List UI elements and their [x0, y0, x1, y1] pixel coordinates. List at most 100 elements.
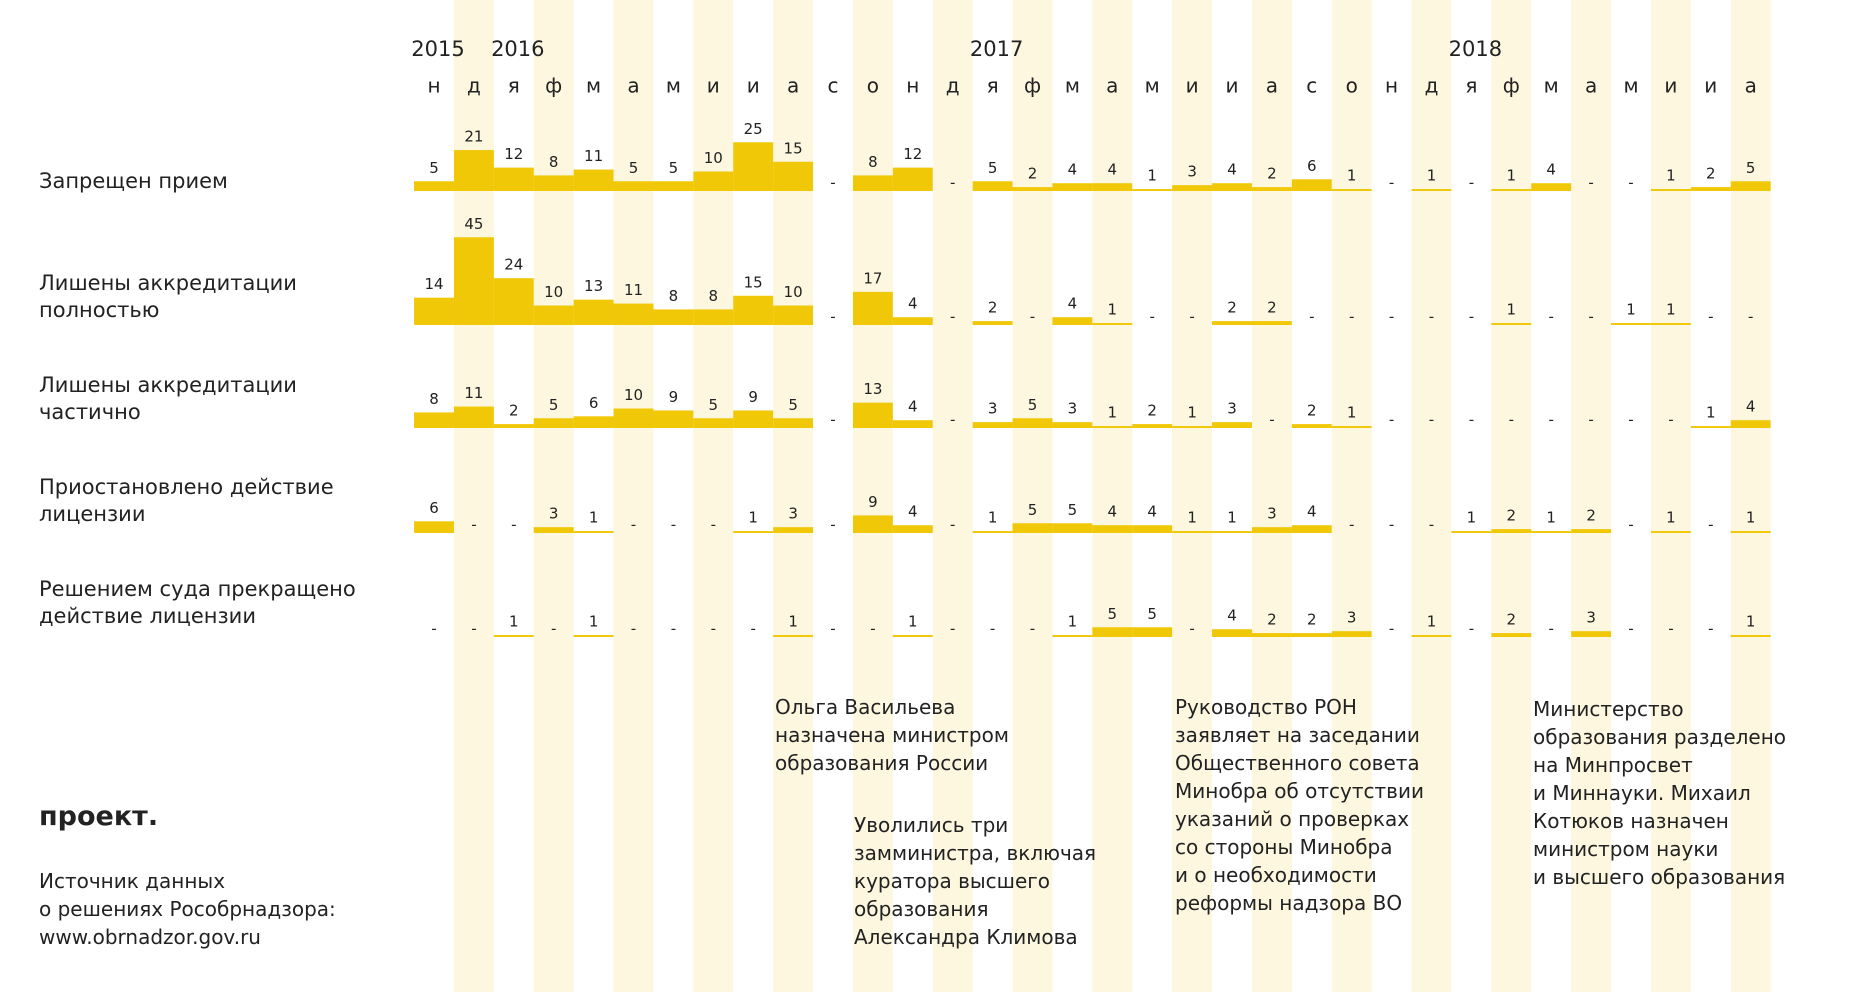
bar	[892, 167, 933, 191]
annotation: Министерство образования разделено на Ми…	[1533, 697, 1787, 889]
value-label: 2	[988, 299, 998, 317]
value-label: 4	[908, 398, 918, 416]
value-label: 5	[629, 159, 639, 177]
bar	[493, 635, 534, 637]
value-label: 2	[1267, 299, 1277, 317]
value-label: 1	[1507, 167, 1517, 185]
value-label: 24	[504, 256, 523, 274]
value-label: -	[1429, 308, 1434, 326]
value-label: -	[471, 516, 476, 534]
bar	[733, 531, 774, 533]
value-label: 12	[903, 145, 922, 163]
value-label: -	[750, 620, 755, 638]
value-label: 6	[1307, 157, 1317, 175]
annotation: Ольга Васильева назначена министром обра…	[775, 695, 1009, 775]
value-label: -	[711, 620, 716, 638]
bar	[493, 424, 534, 428]
bar	[1172, 185, 1213, 191]
month-label: м	[1623, 74, 1638, 98]
value-label: -	[1030, 308, 1035, 326]
value-label: 2	[1507, 507, 1517, 525]
bar	[1132, 424, 1173, 428]
value-label: 5	[669, 159, 679, 177]
value-label: 1	[1746, 613, 1756, 631]
value-label: -	[1748, 308, 1753, 326]
bar	[573, 635, 614, 637]
row-label: Решением суда прекращено действие лиценз…	[39, 577, 356, 628]
value-label: -	[1189, 620, 1194, 638]
month-label: ф	[1503, 74, 1520, 98]
value-label: 1	[1427, 167, 1437, 185]
bar	[1650, 323, 1691, 325]
year-label: 2016	[491, 37, 544, 61]
value-label: 21	[464, 128, 483, 146]
value-label: 1	[1068, 613, 1078, 631]
bar	[613, 181, 654, 191]
value-label: -	[1349, 516, 1354, 534]
value-label: -	[950, 174, 955, 192]
value-label: -	[1588, 174, 1593, 192]
value-label: 4	[908, 503, 918, 521]
value-label: 4	[1546, 161, 1556, 179]
value-label: 4	[1227, 607, 1237, 625]
value-label: 15	[744, 273, 763, 291]
bar	[1331, 426, 1372, 428]
month-label: м	[666, 74, 681, 98]
month-label: д	[946, 74, 960, 98]
month-label: о	[1346, 74, 1358, 98]
value-label: 9	[748, 388, 758, 406]
value-label: 1	[1427, 613, 1437, 631]
bar	[414, 412, 454, 428]
column-stripe	[852, 0, 893, 992]
column-stripe	[1571, 0, 1612, 992]
bar	[453, 150, 494, 191]
value-label: 2	[1147, 402, 1157, 420]
value-label: 2	[1586, 507, 1596, 525]
value-label: 17	[863, 269, 882, 287]
value-label: 14	[424, 275, 443, 293]
value-label: 11	[584, 147, 603, 165]
value-label: -	[1429, 411, 1434, 429]
value-label: -	[1548, 308, 1553, 326]
value-label: 1	[589, 509, 599, 527]
bar	[972, 321, 1013, 325]
value-label: -	[431, 620, 436, 638]
annotation: Руководство РОН заявляет на заседании Об…	[1175, 695, 1424, 915]
value-label: -	[1668, 411, 1673, 429]
bar	[1571, 631, 1612, 637]
bar	[1690, 187, 1731, 191]
bar	[1092, 426, 1133, 428]
value-label: -	[1509, 411, 1514, 429]
value-label: -	[551, 620, 556, 638]
column-stripe	[453, 0, 494, 992]
value-label: 5	[429, 159, 439, 177]
month-label: м	[1544, 74, 1559, 98]
value-label: 2	[1267, 611, 1277, 629]
bar	[653, 410, 694, 428]
value-label: 4	[1147, 503, 1157, 521]
month-label: и	[1704, 74, 1717, 98]
bar	[1132, 627, 1173, 637]
bar	[773, 161, 814, 191]
month-label: и	[747, 74, 760, 98]
bar	[892, 317, 933, 325]
month-label: а	[1106, 74, 1118, 98]
month-label: а	[1585, 74, 1597, 98]
value-label: 1	[1147, 167, 1157, 185]
value-label: 4	[1108, 503, 1118, 521]
value-label: -	[631, 516, 636, 534]
column-stripe	[1331, 0, 1372, 992]
month-label: с	[1306, 74, 1317, 98]
bar	[852, 291, 893, 325]
value-label: 3	[1187, 163, 1197, 181]
value-label: 3	[788, 505, 798, 523]
value-label: 3	[549, 505, 559, 523]
value-label: 4	[1108, 161, 1118, 179]
column-stripe	[1251, 0, 1292, 992]
value-label: 10	[624, 386, 643, 404]
value-label: 1	[509, 613, 519, 631]
value-label: 5	[549, 396, 559, 414]
bar	[1052, 183, 1093, 191]
bar	[852, 175, 893, 191]
